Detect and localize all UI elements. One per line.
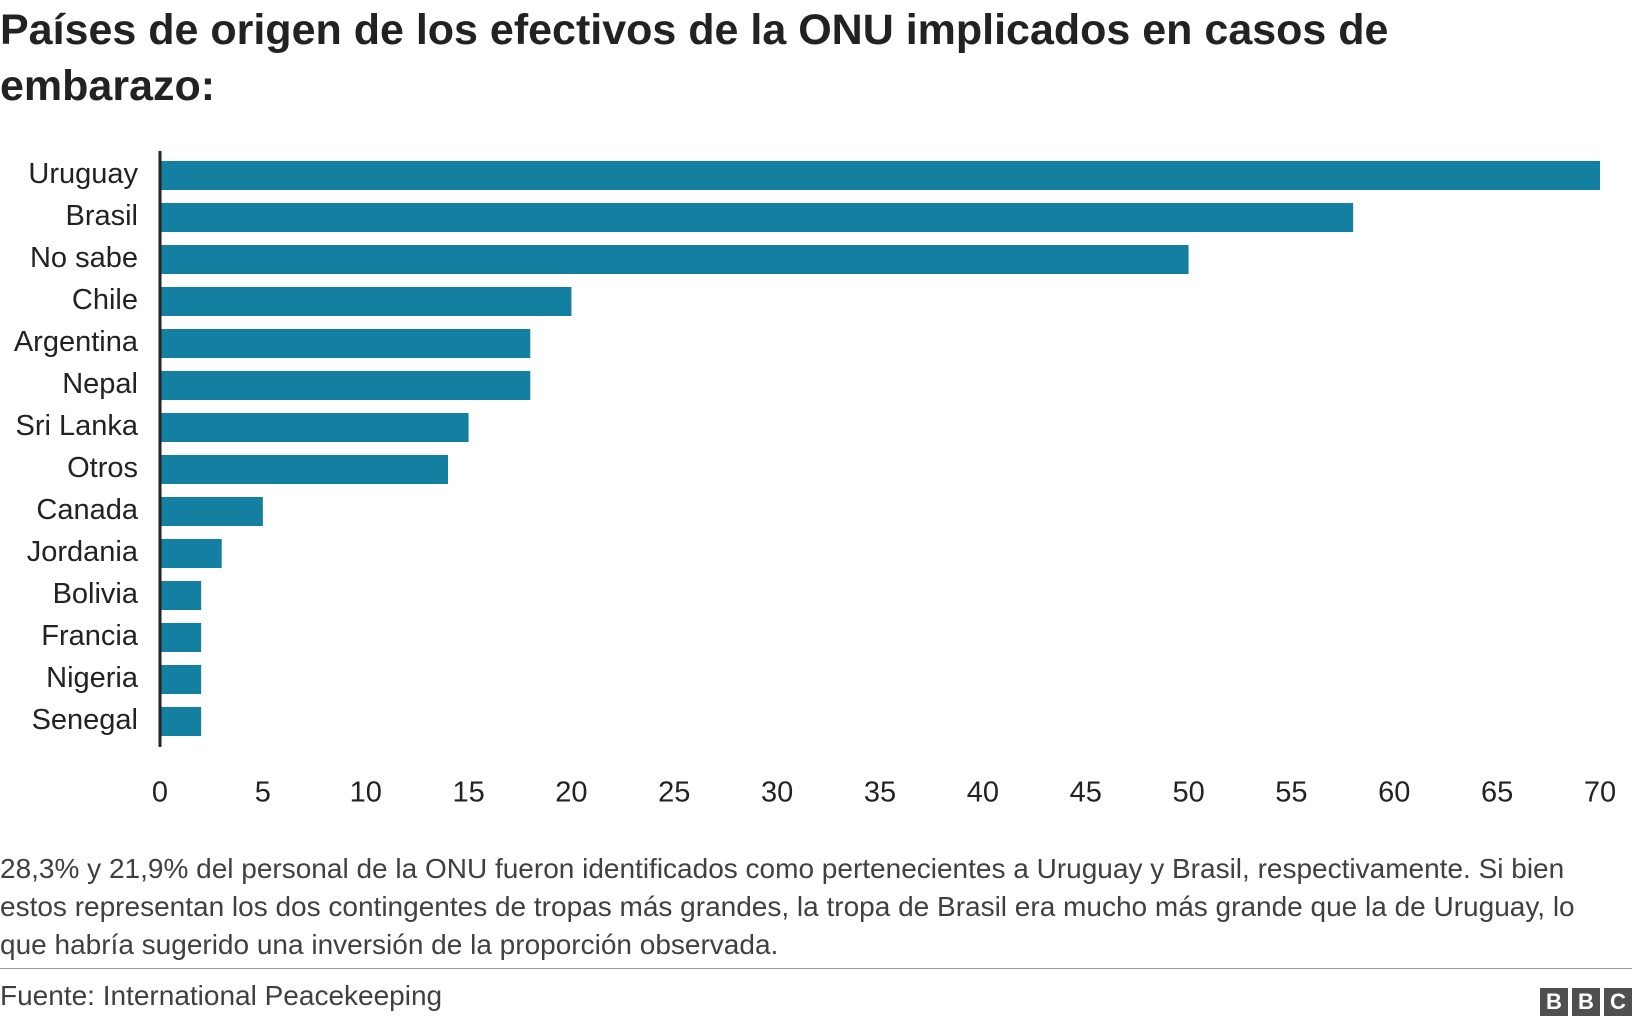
x-tick-label: 15 bbox=[452, 777, 484, 809]
logo-letter: B bbox=[1540, 988, 1568, 1016]
bar bbox=[161, 623, 202, 652]
y-tick-label: Francia bbox=[41, 620, 139, 652]
bar bbox=[161, 161, 1600, 190]
bar bbox=[161, 371, 531, 400]
bar bbox=[161, 203, 1354, 232]
y-tick-label: Bolivia bbox=[53, 578, 139, 610]
x-tick-label: 0 bbox=[152, 777, 168, 809]
divider bbox=[0, 968, 1632, 969]
bar bbox=[161, 413, 469, 442]
y-tick-label: No sabe bbox=[30, 242, 138, 274]
x-tick-label: 65 bbox=[1481, 777, 1513, 809]
bar bbox=[161, 539, 222, 568]
x-tick-label: 5 bbox=[255, 777, 271, 809]
x-tick-label: 45 bbox=[1070, 777, 1102, 809]
x-tick-label: 60 bbox=[1378, 777, 1410, 809]
bar bbox=[161, 245, 1189, 274]
bar bbox=[161, 287, 572, 316]
x-tick-label: 25 bbox=[658, 777, 690, 809]
x-tick-label: 55 bbox=[1275, 777, 1307, 809]
y-tick-label: Brasil bbox=[65, 200, 138, 232]
bar bbox=[161, 329, 531, 358]
chart-title: Países de origen de los efectivos de la … bbox=[0, 6, 1389, 110]
y-tick-label: Otros bbox=[67, 452, 138, 484]
y-tick-label: Sri Lanka bbox=[15, 410, 138, 442]
x-tick-label: 70 bbox=[1584, 777, 1616, 809]
bar bbox=[161, 581, 202, 610]
y-tick-label: Chile bbox=[72, 284, 138, 316]
y-tick-label: Nigeria bbox=[46, 662, 139, 694]
y-tick-label: Nepal bbox=[62, 368, 138, 400]
x-tick-label: 20 bbox=[555, 777, 587, 809]
logo-letter: B bbox=[1572, 988, 1600, 1016]
logo-letter: C bbox=[1604, 988, 1632, 1016]
caption: 28,3% y 21,9% del personal de la ONU fue… bbox=[0, 853, 1575, 960]
bar bbox=[161, 665, 202, 694]
chart: 0 5 10 15 20 25 30 35 40 45 50 55 60 65 70 Uruguay Brasi… bbox=[14, 151, 1616, 809]
x-tick-label: 50 bbox=[1172, 777, 1204, 809]
y-tick-label: Jordania bbox=[27, 536, 139, 568]
y-tick-label: Canada bbox=[36, 494, 138, 526]
y-tick-label: Senegal bbox=[32, 704, 138, 736]
bar bbox=[161, 497, 263, 526]
y-tick-label: Uruguay bbox=[28, 158, 138, 190]
x-tick-label: 35 bbox=[864, 777, 896, 809]
x-tick-label: 30 bbox=[761, 777, 793, 809]
bar bbox=[161, 707, 202, 736]
source: Fuente: International Peacekeeping bbox=[0, 980, 443, 1011]
y-tick-label: Argentina bbox=[14, 326, 139, 358]
x-tick-label: 10 bbox=[350, 777, 382, 809]
logo: B B C bbox=[1540, 988, 1632, 1016]
bar bbox=[161, 455, 448, 484]
x-tick-label: 40 bbox=[967, 777, 999, 809]
